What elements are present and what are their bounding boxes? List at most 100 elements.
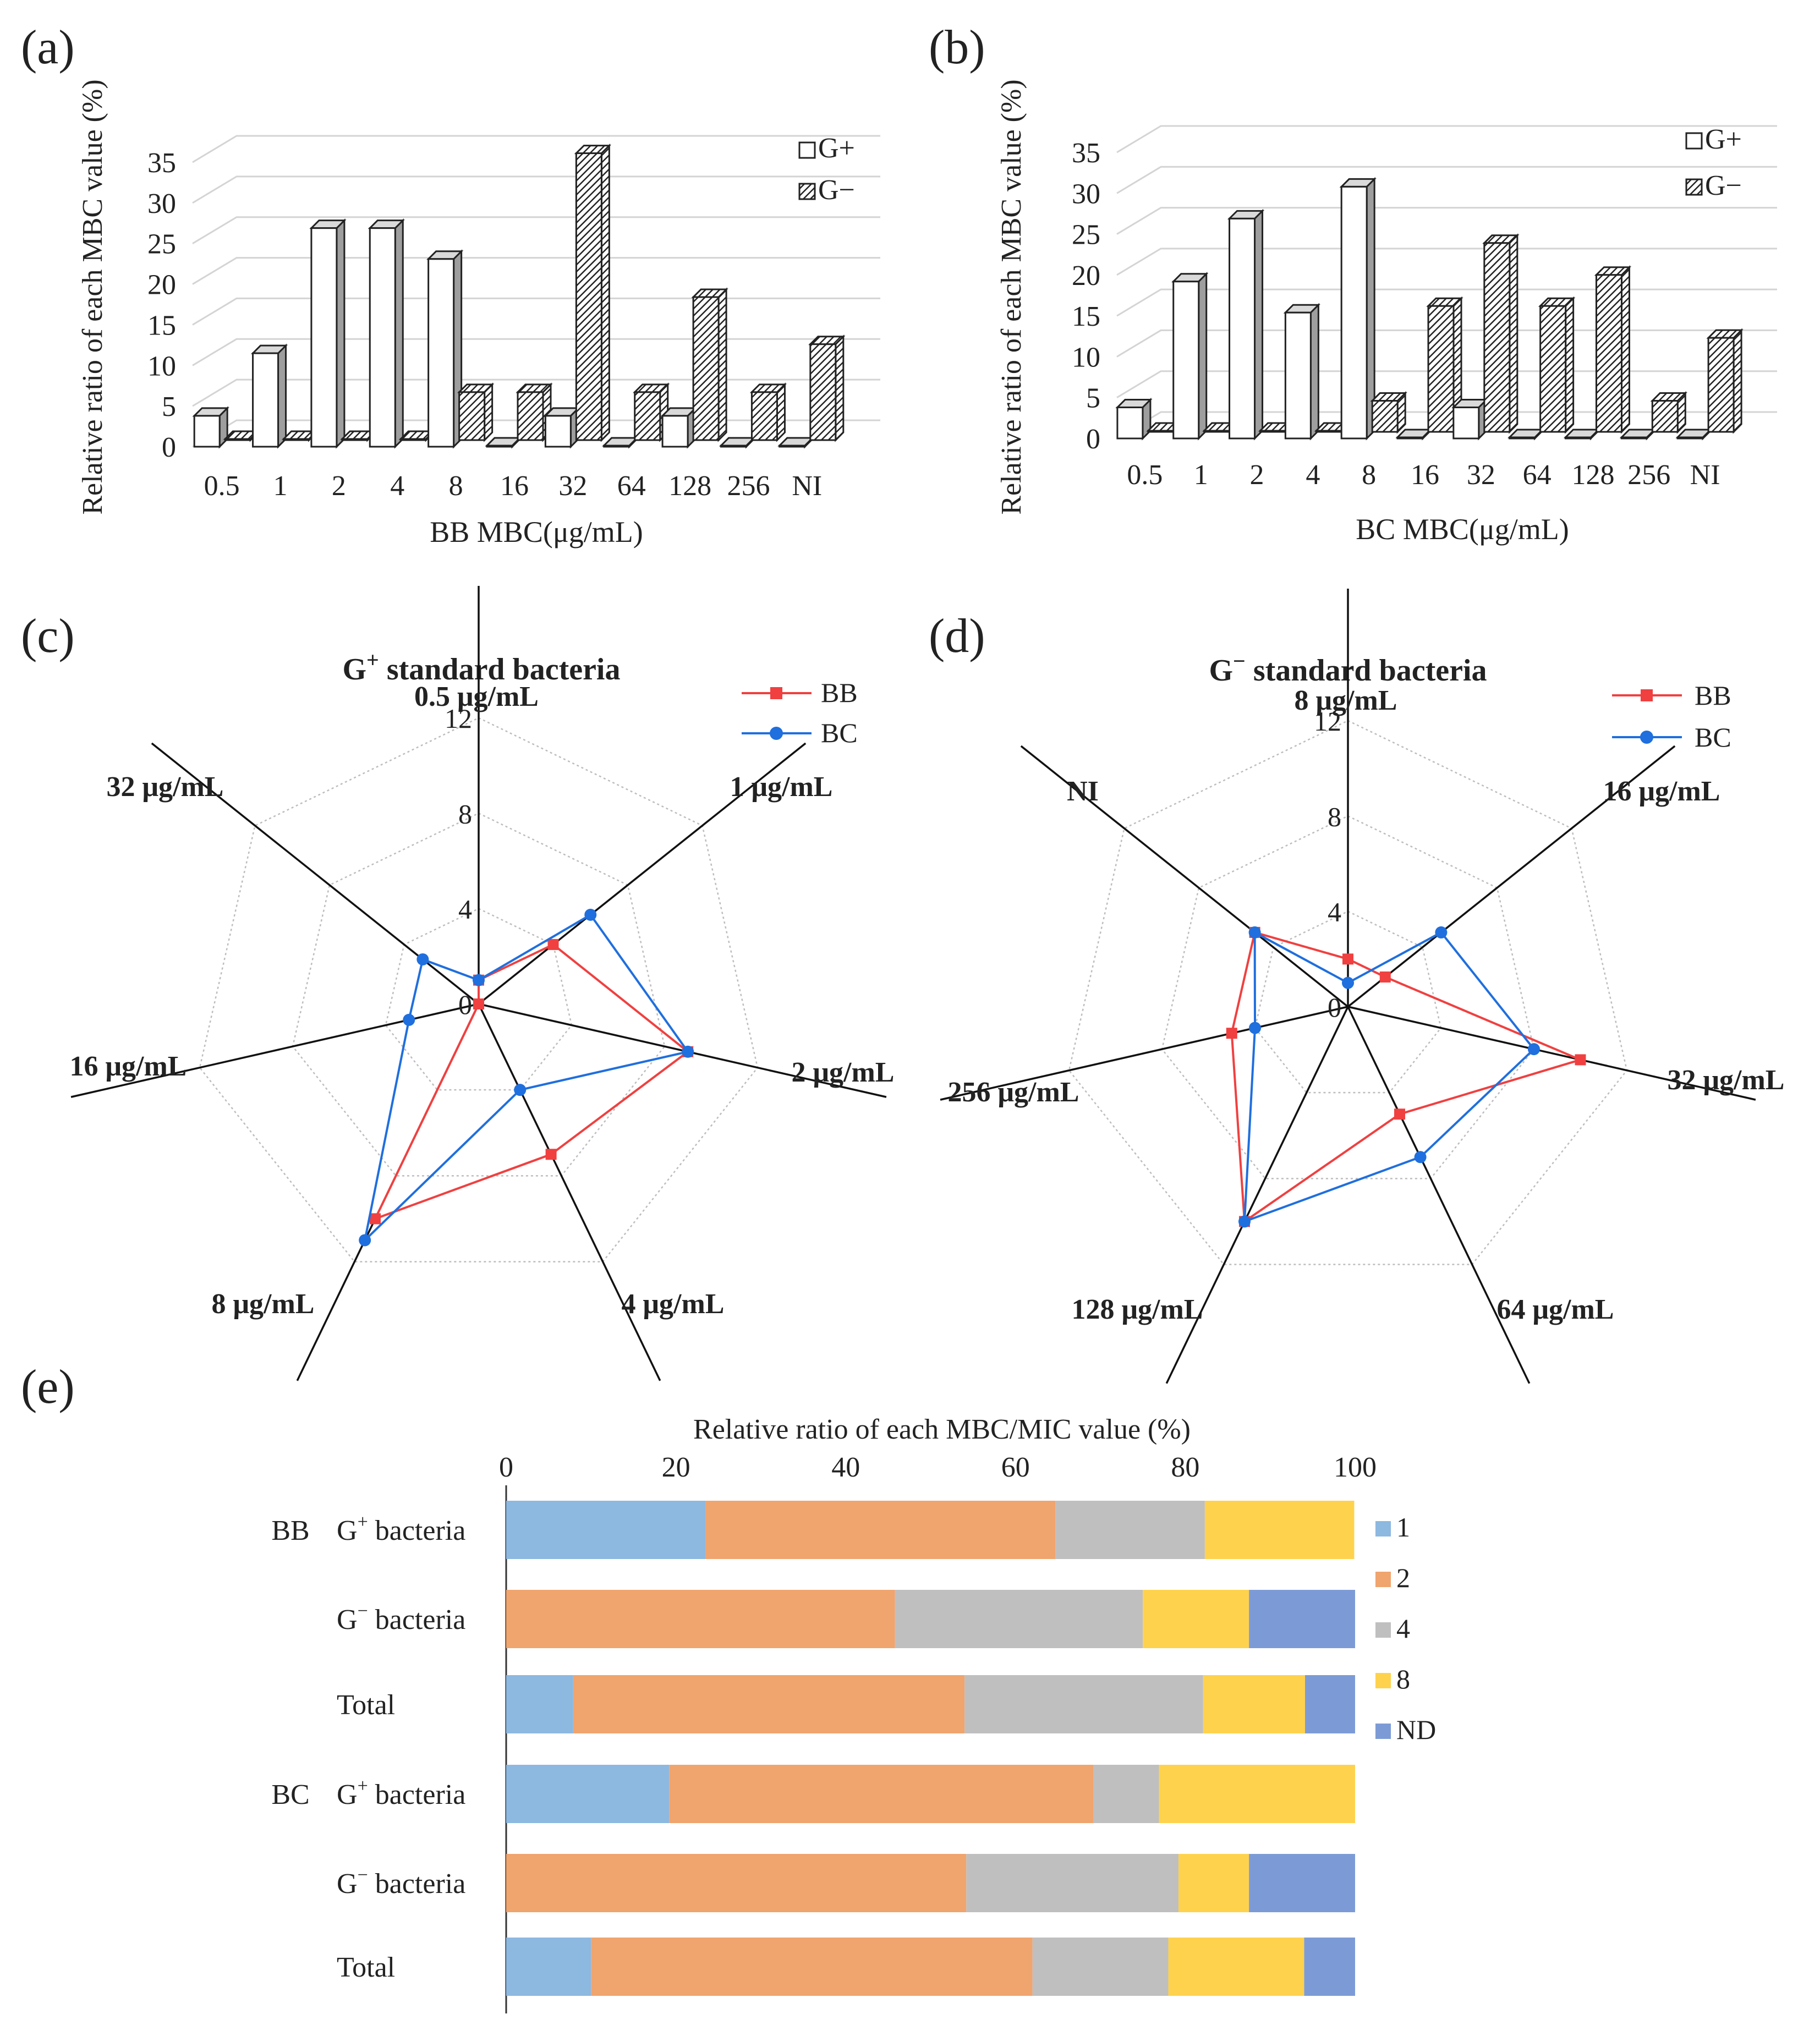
y-tick-label: 0 xyxy=(162,432,176,463)
bar-side xyxy=(835,334,845,442)
legend-a: G+ G− xyxy=(798,133,855,206)
row-group-label: BC xyxy=(271,1779,309,1810)
bar-gplus-16 xyxy=(1395,427,1433,441)
radar-point-bb xyxy=(1379,971,1391,983)
row-group-label: BB xyxy=(271,1515,309,1546)
bar-gplus-4 xyxy=(1283,303,1320,441)
row-label-main: Total xyxy=(337,1952,395,1983)
bar-gplus-1 xyxy=(1171,272,1209,441)
bar-front xyxy=(193,415,221,448)
radar-title-c: G+ standard bacteria xyxy=(342,647,620,687)
x-tick-label: 40 xyxy=(831,1452,860,1483)
legend-swatch-4 xyxy=(1375,1622,1391,1638)
bar-front xyxy=(1509,436,1536,440)
x-tick-label: 100 xyxy=(1334,1452,1377,1483)
legend-marker-bb-c xyxy=(770,687,782,699)
radar-point-bb xyxy=(1575,1054,1586,1066)
radar-axis-label: 8 μg/mL xyxy=(1295,685,1397,716)
legend-swatch-8 xyxy=(1375,1673,1391,1688)
y-tick-label: 0 xyxy=(1086,424,1100,455)
radar-point-bc xyxy=(1249,1022,1262,1034)
bar-gplus-1 xyxy=(250,343,288,449)
radar-tick-label: 8 xyxy=(458,798,472,829)
radar-point-bc xyxy=(1238,1215,1251,1228)
x-axis-title-a: BB MBC(μg/mL) xyxy=(430,515,643,548)
bar-front xyxy=(1203,430,1231,433)
y-tick-label: 30 xyxy=(147,188,176,219)
legend-label-bb-d: BB xyxy=(1695,680,1731,711)
bar-front xyxy=(603,444,631,448)
bar-segment-4 xyxy=(895,1590,1143,1648)
bar-front xyxy=(1284,311,1312,440)
bar-front xyxy=(750,391,778,441)
bar-front xyxy=(1539,305,1567,433)
radar-point-bc xyxy=(1248,926,1261,939)
radar-axis-label: 8 μg/mL xyxy=(212,1288,315,1320)
stacked-bar-chart-e: Relative ratio of each MBC/MIC value (%)… xyxy=(271,1414,1436,2013)
radar-point-bc xyxy=(584,908,597,921)
x-tick-label: 20 xyxy=(662,1452,690,1483)
row-label: G− bacteria xyxy=(337,1601,465,1636)
bar-segment-4 xyxy=(964,1675,1203,1733)
bar-gplus-NI xyxy=(1675,427,1713,441)
x-tick-label: 1 xyxy=(273,470,288,502)
bar-side xyxy=(776,382,786,442)
x-tick-label: 128 xyxy=(1571,459,1614,491)
radar-tick-label: 8 xyxy=(1328,801,1341,832)
bar-segment-ND xyxy=(1304,1938,1355,1996)
bar-segment-8 xyxy=(1204,1501,1355,1559)
bar-segment-1 xyxy=(506,1675,573,1733)
radar-point-bb xyxy=(1226,1028,1237,1039)
x-tick-label: 60 xyxy=(1001,1452,1030,1483)
radar-axis-label: 0.5 μg/mL xyxy=(414,681,539,712)
radar-point-bc xyxy=(514,1084,527,1096)
radar-spoke xyxy=(940,1006,1348,1101)
bar-front xyxy=(544,415,572,448)
x-tick-label: 256 xyxy=(727,470,770,502)
x-tick-label: 64 xyxy=(1523,459,1552,491)
radar-series-bc xyxy=(1243,930,1536,1223)
radar-point-bb xyxy=(473,998,484,1009)
gridline xyxy=(192,135,880,163)
bar-gplus-2 xyxy=(1227,208,1265,441)
radar-point-bc xyxy=(473,974,485,986)
y-tick-label: 20 xyxy=(147,270,176,301)
row-label-sup: − xyxy=(358,1865,368,1885)
legend-label-1: 1 xyxy=(1396,1512,1410,1543)
radar-tick-label: 0 xyxy=(458,989,472,1020)
bar-front xyxy=(1707,337,1735,433)
radar-series-bc xyxy=(363,913,690,1244)
radar-tick-label: 0 xyxy=(1328,992,1341,1023)
x-tick-label: NI xyxy=(792,470,822,502)
bar-front xyxy=(1620,436,1648,440)
x-axis-title-e: Relative ratio of each MBC/MIC value (%) xyxy=(693,1414,1191,1445)
y-axis-title-a: Relative ratio of each MBC value (%) xyxy=(77,79,108,514)
legend-b: G+ G− xyxy=(1685,124,1742,201)
radar-axis-label: 256 μg/mL xyxy=(948,1077,1079,1108)
legend-label-ND: ND xyxy=(1396,1714,1436,1745)
bar-front xyxy=(369,227,396,448)
bar-side xyxy=(1509,233,1519,434)
bar-front xyxy=(252,352,279,448)
bar-front xyxy=(779,444,806,448)
legend-label-2: 2 xyxy=(1396,1562,1410,1593)
bar-gminus-NI xyxy=(808,334,846,442)
bar-chart-b: 0 5 10 15 20 25 30 35 0.5 1 2 4 8 16 32 64 128 256 NI BC … xyxy=(996,79,1777,546)
bar-side xyxy=(394,218,404,449)
gridline xyxy=(1116,288,1777,317)
y-tick-label: 5 xyxy=(162,391,176,422)
bar-side xyxy=(1733,328,1742,434)
bar-segment-8 xyxy=(1203,1675,1305,1733)
legend-swatch-gminus-a xyxy=(798,183,816,200)
bar-gplus-4 xyxy=(368,218,405,449)
row-label: Total xyxy=(337,1952,395,1983)
x-tick-label: 0.5 xyxy=(204,470,240,502)
gridline xyxy=(1116,207,1777,235)
gridline xyxy=(192,338,880,366)
bar-front xyxy=(809,343,837,441)
bar-gplus-8 xyxy=(1339,177,1377,441)
bar-segment-ND xyxy=(1304,1675,1355,1733)
bar-gminus-8 xyxy=(1370,391,1407,434)
bar-front xyxy=(517,391,544,441)
